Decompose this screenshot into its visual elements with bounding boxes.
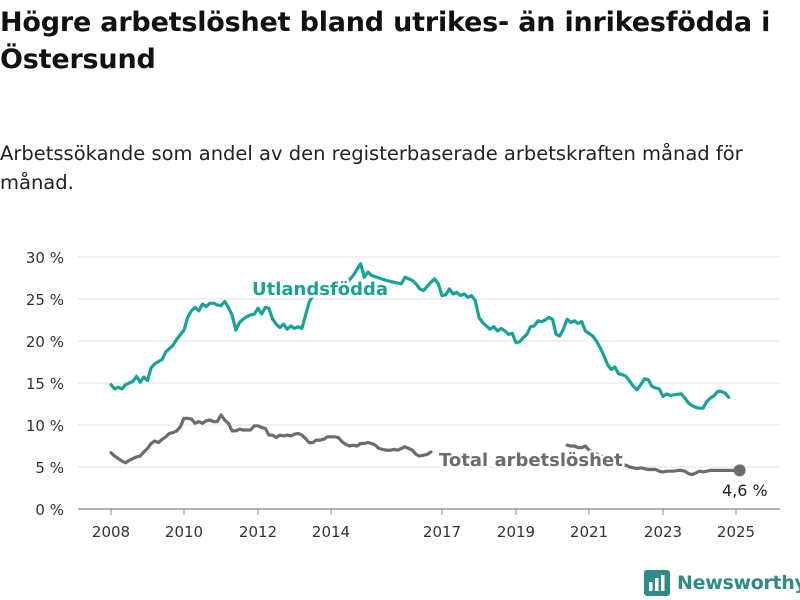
newsworthy-logo: Newsworthy xyxy=(644,568,800,598)
x-tick-label: 2010 xyxy=(165,523,203,541)
bar-chart-icon xyxy=(644,570,670,596)
y-tick-label: 20 % xyxy=(26,333,64,351)
y-tick-label: 10 % xyxy=(26,417,64,435)
brand-name: Newsworthy xyxy=(677,572,800,594)
x-axis-ticks: 2008 2010 2012 2014 2017 2019 2021 2023 2025 xyxy=(92,509,755,541)
x-tick-label: 2023 xyxy=(644,523,682,541)
x-tick-label: 2021 xyxy=(570,523,608,541)
x-tick-label: 2014 xyxy=(312,523,350,541)
series-lines xyxy=(109,262,742,477)
y-axis-ticks: 0 % 5 % 10 % 15 % 20 % 25 % 30 % xyxy=(26,249,64,519)
page-title: Högre arbetslöshet bland utrikes- än inr… xyxy=(0,7,771,75)
x-tick-label: 2025 xyxy=(717,523,755,541)
y-tick-label: 15 % xyxy=(26,375,64,393)
y-tick-label: 0 % xyxy=(35,501,64,519)
x-tick-label: 2012 xyxy=(239,523,277,541)
y-tick-label: 25 % xyxy=(26,291,64,309)
y-tick-label: 5 % xyxy=(35,459,64,477)
x-tick-label: 2019 xyxy=(497,523,535,541)
series-line-total xyxy=(565,443,742,477)
last-value-label: 4,6 % xyxy=(722,481,768,500)
last-value-marker xyxy=(733,464,746,477)
series-line-utlandsfodda xyxy=(109,262,731,410)
y-tick-label: 30 % xyxy=(26,249,64,267)
series-label-total: Total arbetslöshet xyxy=(439,450,623,471)
line-chart: 0 %5 %10 %15 %20 %25 %30 % 2008 2010 2012 2… xyxy=(26,249,780,541)
series-label-utlandsfodda: Utlandsfödda xyxy=(252,279,388,300)
x-tick-label: 2017 xyxy=(423,523,461,541)
chart-subtitle: Arbetssökande som andel av den registerb… xyxy=(0,142,743,194)
series-line-total xyxy=(109,413,433,465)
series-labels: Utlandsfödda Total arbetslöshet 4,6 % xyxy=(250,277,768,501)
x-tick-label: 2008 xyxy=(92,523,130,541)
